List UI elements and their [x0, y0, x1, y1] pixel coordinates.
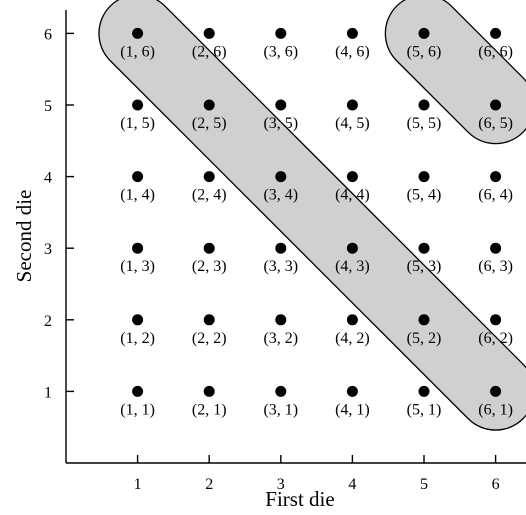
outcome-point: [346, 242, 358, 254]
outcome-label: (6, 5): [478, 115, 513, 132]
outcome-point: [490, 171, 502, 183]
outcome-point: [132, 242, 144, 254]
outcome-label: (3, 4): [263, 187, 298, 204]
outcome-point: [490, 242, 502, 254]
outcome-point: [418, 314, 430, 326]
outcome-point: [132, 99, 144, 111]
outcome-point: [346, 314, 358, 326]
outcome-point: [203, 99, 215, 111]
outcome-label: (6, 2): [478, 330, 513, 347]
outcome-label: (3, 2): [263, 330, 298, 347]
outcome-label: (4, 5): [335, 115, 370, 132]
outcome-label: (2, 1): [192, 401, 227, 418]
outcome-point: [346, 385, 358, 397]
outcome-point: [132, 385, 144, 397]
outcome-label: (5, 2): [407, 330, 442, 347]
outcome-label: (3, 3): [263, 258, 298, 275]
outcome-point: [418, 242, 430, 254]
y-tick-label: 3: [44, 241, 52, 258]
outcome-label: (6, 3): [478, 258, 513, 275]
outcome-label: (4, 3): [335, 258, 370, 275]
outcome-label: (2, 6): [192, 43, 227, 60]
outcome-point: [418, 385, 430, 397]
outcome-label: (5, 5): [407, 115, 442, 132]
y-tick-label: 4: [44, 170, 52, 187]
region-fill: [99, 0, 526, 430]
outcome-point: [203, 27, 215, 39]
outcome-point: [132, 27, 144, 39]
highlight-region: [98, 0, 526, 431]
outcome-label: (4, 2): [335, 330, 370, 347]
outcome-label: (2, 4): [192, 187, 227, 204]
outcome-label: (3, 6): [263, 43, 298, 60]
outcome-point: [275, 385, 287, 397]
axes: [65, 10, 526, 464]
outcome-point: [203, 171, 215, 183]
outcome-point: [490, 314, 502, 326]
outcome-point: [346, 99, 358, 111]
outcome-point: [275, 242, 287, 254]
outcome-label: (4, 1): [335, 401, 370, 418]
outcome-label: (2, 5): [192, 115, 227, 132]
outcome-point: [275, 99, 287, 111]
outcome-label: (1, 6): [120, 43, 155, 60]
x-tick-label: 4: [348, 476, 356, 493]
outcome-point: [346, 27, 358, 39]
y-tick-label: 5: [44, 98, 52, 115]
outcome-label: (5, 4): [407, 187, 442, 204]
y-axis-title: Second die: [12, 190, 36, 283]
outcome-label: (5, 3): [407, 258, 442, 275]
axis-ticks: 1 2 3 4 5 6 1 2 3 4 5 6: [44, 26, 500, 493]
outcome-label: (1, 2): [120, 330, 155, 347]
x-tick-label: 3: [277, 476, 285, 493]
highlight-region: [384, 0, 526, 145]
x-tick-label: 2: [205, 476, 213, 493]
outcome-label: (2, 2): [192, 330, 227, 347]
outcome-point: [490, 27, 502, 39]
outcome-point: [275, 314, 287, 326]
outcome-label: (4, 4): [335, 187, 370, 204]
x-tick-label: 6: [492, 476, 500, 493]
outcome-point: [132, 171, 144, 183]
outcome-label: (3, 5): [263, 115, 298, 132]
x-tick-label: 1: [134, 476, 142, 493]
region-fill: [386, 0, 526, 143]
outcome-point: [490, 385, 502, 397]
outcome-label: (3, 1): [263, 401, 298, 418]
outcome-point: [490, 99, 502, 111]
outcome-label: (5, 1): [407, 401, 442, 418]
outcome-point: [418, 27, 430, 39]
outcome-point: [418, 99, 430, 111]
outcome-point: [346, 171, 358, 183]
outcome-label: (5, 6): [407, 43, 442, 60]
highlighted-regions: [98, 0, 526, 431]
outcome-label: (6, 6): [478, 43, 513, 60]
outcome-point: [203, 314, 215, 326]
outcome-point: [203, 242, 215, 254]
outcome-label: (1, 3): [120, 258, 155, 275]
outcome-label: (6, 4): [478, 187, 513, 204]
y-tick-label: 2: [44, 313, 52, 330]
outcome-label: (2, 3): [192, 258, 227, 275]
outcome-label: (1, 1): [120, 401, 155, 418]
outcome-label: (1, 4): [120, 187, 155, 204]
x-axis-title: First die: [265, 487, 334, 511]
outcome-label: (6, 1): [478, 401, 513, 418]
outcome-points: (1, 6) (2, 6) (3, 6) (4, 6) (5, 6) (6, 6) (1, …: [120, 27, 513, 418]
outcome-point: [275, 171, 287, 183]
y-tick-label: 1: [44, 384, 52, 401]
x-tick-label: 5: [420, 476, 428, 493]
outcome-label: (1, 5): [120, 115, 155, 132]
y-tick-label: 6: [44, 26, 52, 43]
outcome-point: [275, 27, 287, 39]
outcome-point: [203, 385, 215, 397]
outcome-label: (4, 6): [335, 43, 370, 60]
outcome-point: [418, 171, 430, 183]
outcome-point: [132, 314, 144, 326]
